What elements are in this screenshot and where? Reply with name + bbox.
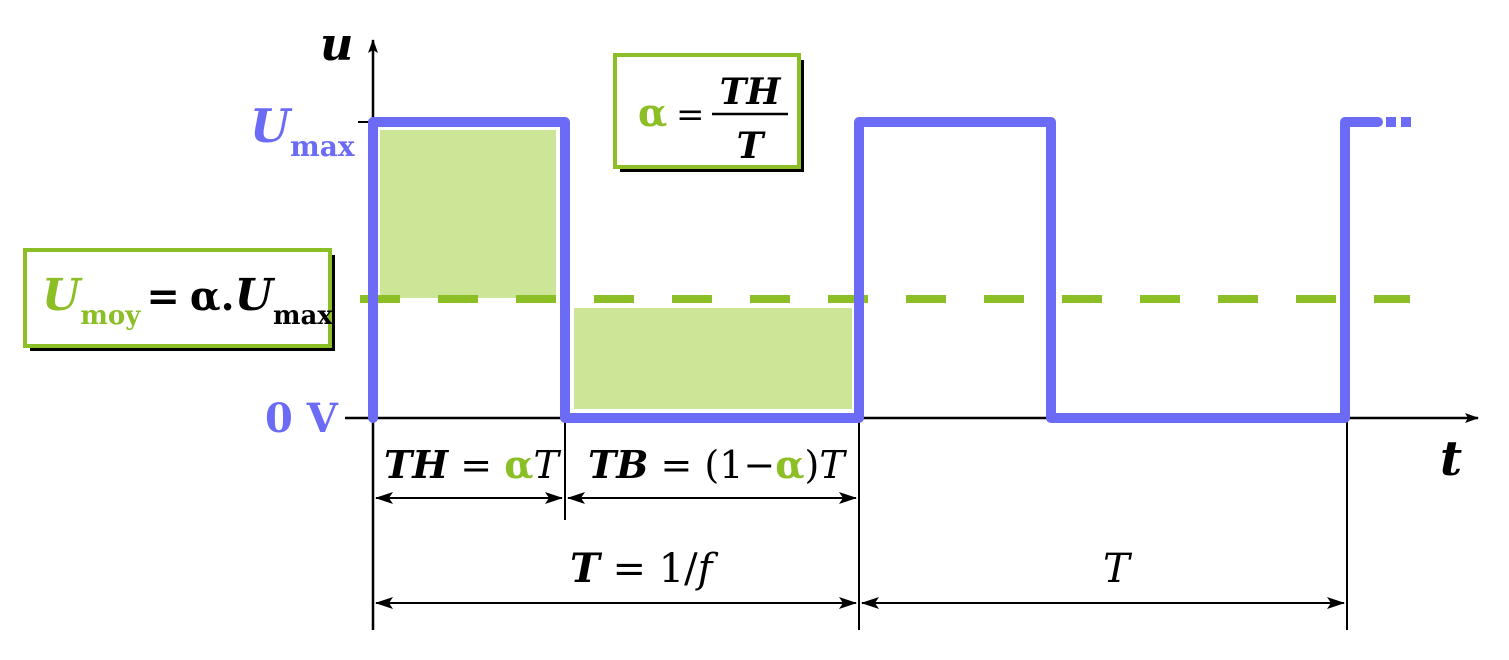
alpha-symbol: α [638,90,667,135]
tb-label: TB = (1−α)T [588,442,847,487]
period2-label: T [1103,546,1133,592]
x-axis-label: t [1440,431,1462,487]
umax-label: Umax [250,99,355,163]
area-below-average [572,306,854,411]
period-label: T = 1/f [570,545,719,592]
alpha-formula-box: α = TH T [613,53,804,172]
area-above-average [378,128,558,300]
alpha-denominator: T [737,125,766,167]
th-label: TH = αT [384,442,561,487]
pwm-signal [368,117,1383,423]
zero-volt-label: 0 V [265,395,339,442]
umoy-formula-box: Umoy = α.Umax [23,248,335,351]
y-axis-label: u [320,17,353,71]
umoy-formula: Umoy = α.Umax [42,270,333,331]
alpha-equals: = [676,95,705,135]
alpha-numerator: TH [720,71,782,113]
